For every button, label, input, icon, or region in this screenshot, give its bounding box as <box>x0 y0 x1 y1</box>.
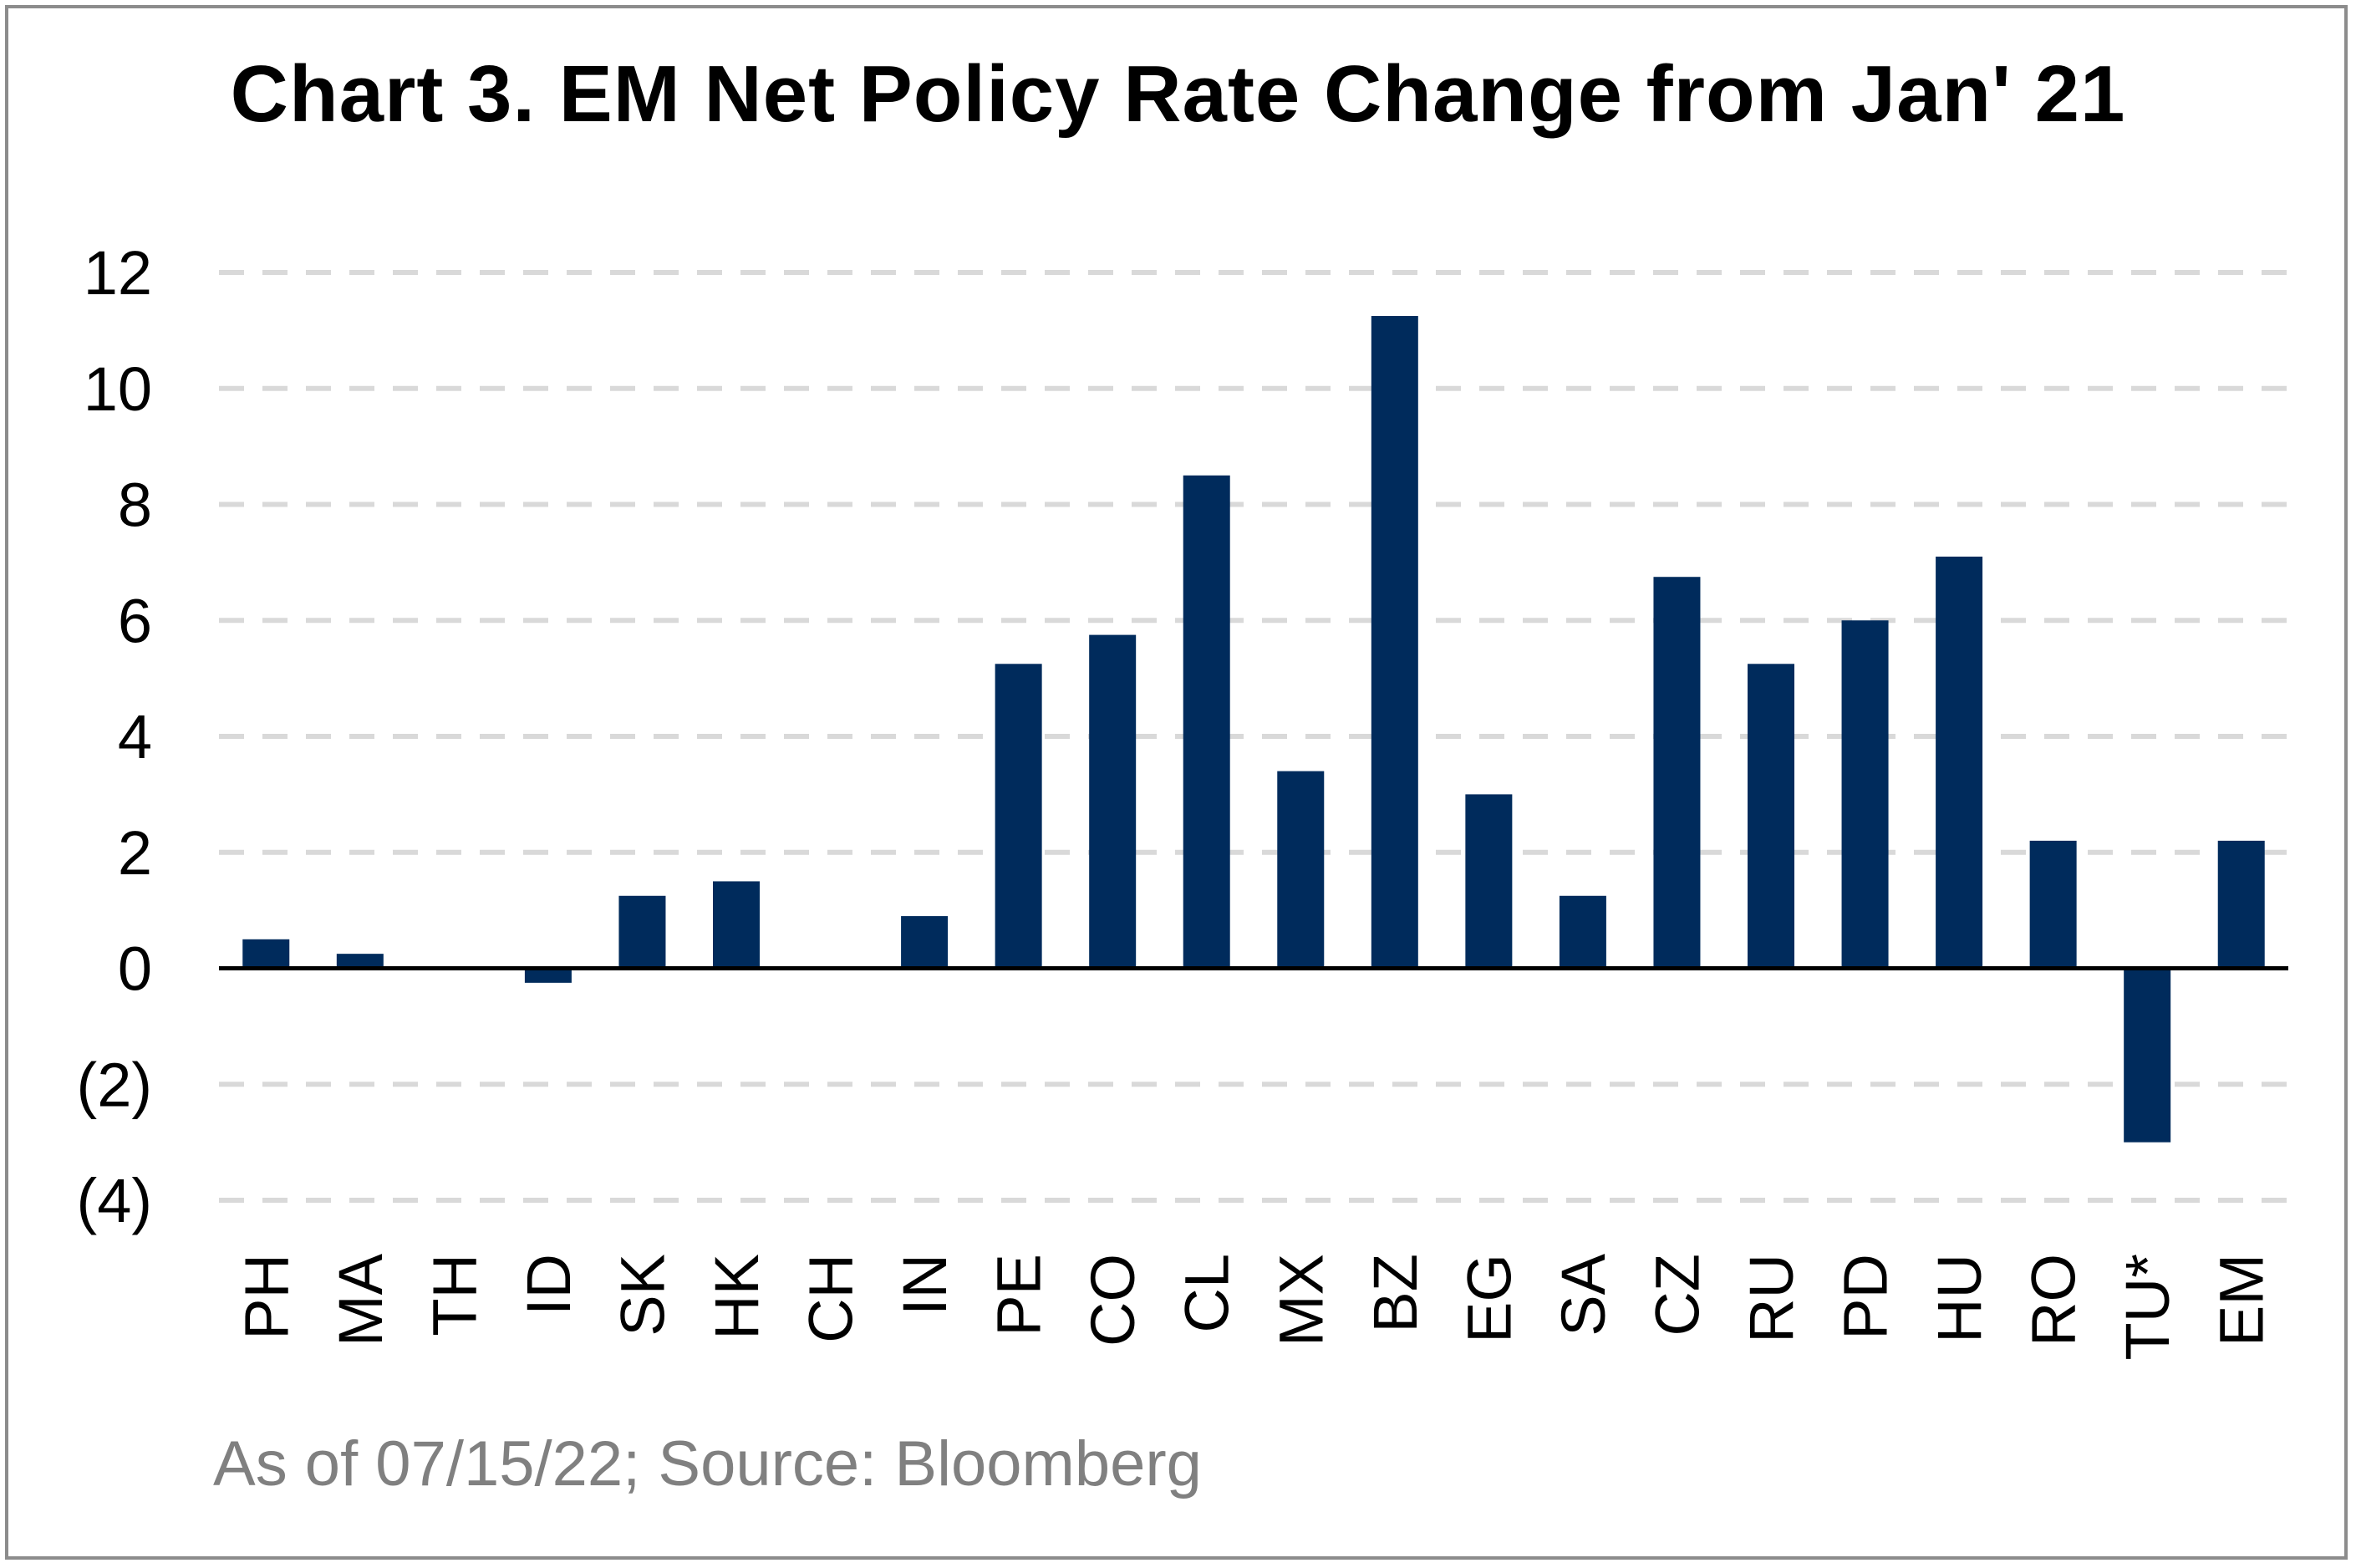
chart-title: Chart 3. EM Net Policy Rate Change from … <box>230 49 2126 139</box>
y-tick-label: 0 <box>118 934 152 1004</box>
x-tick-label: MA <box>326 1253 395 1347</box>
x-tick-label: CL <box>1173 1254 1242 1333</box>
y-tick-label: (2) <box>77 1050 152 1119</box>
x-tick-label: RO <box>2019 1254 2089 1347</box>
x-tick-label: PE <box>985 1254 1054 1336</box>
bar-in <box>901 916 949 969</box>
x-tick-label: BZ <box>1361 1254 1430 1333</box>
x-tick-label: EM <box>2207 1254 2277 1347</box>
bar-cl <box>1183 475 1230 969</box>
y-tick-label: 2 <box>118 818 152 888</box>
bars <box>242 316 2265 1143</box>
y-axis-ticks: 12 10 8 6 4 2 0 (2) (4) <box>77 238 152 1235</box>
bar-ma <box>336 954 384 969</box>
bar-sa <box>1559 895 1606 969</box>
bar-ru <box>1748 664 1794 969</box>
x-tick-label: HU <box>1925 1254 1994 1343</box>
x-tick-label: MX <box>1266 1254 1336 1347</box>
x-tick-label: SA <box>1549 1253 1618 1336</box>
y-tick-label: 10 <box>84 354 152 424</box>
bar-ph <box>242 939 290 969</box>
bar-hk <box>713 881 760 969</box>
bar-tu <box>2124 968 2171 1143</box>
bar-bz <box>1371 316 1418 969</box>
bar-sk <box>618 895 666 969</box>
y-tick-label: 8 <box>118 471 152 540</box>
bar-id <box>524 968 572 983</box>
x-axis-ticks: PH MA TH ID SK HK CH IN PE CO CL MX BZ EG SA CZ RU PD HU RO… <box>232 1253 2276 1360</box>
bar-pe <box>995 664 1042 969</box>
x-tick-label: ID <box>514 1254 583 1316</box>
source-note: As of 07/15/22; Source: Bloomberg <box>213 1428 1202 1499</box>
x-tick-label: RU <box>1737 1254 1806 1343</box>
bar-mx <box>1277 771 1325 969</box>
bar-cz <box>1653 577 1701 969</box>
y-tick-label: 4 <box>118 702 152 771</box>
x-tick-label: IN <box>890 1254 959 1316</box>
bar-em <box>2217 840 2265 969</box>
x-tick-label: PD <box>1831 1254 1901 1340</box>
x-tick-label: CH <box>796 1254 866 1343</box>
bar-co <box>1089 634 1137 969</box>
x-tick-label: SK <box>608 1254 677 1336</box>
x-tick-label: HK <box>702 1254 771 1340</box>
x-tick-label: PH <box>232 1254 301 1340</box>
x-tick-label: TH <box>420 1254 489 1336</box>
bar-hu <box>1936 556 1983 969</box>
y-tick-label: (4) <box>77 1166 152 1235</box>
y-tick-label: 6 <box>118 586 152 655</box>
x-tick-label: CZ <box>1642 1254 1712 1336</box>
bar-eg <box>1465 794 1513 969</box>
x-tick-label: EG <box>1454 1254 1524 1343</box>
x-tick-label: CO <box>1078 1254 1147 1347</box>
y-tick-label: 12 <box>84 238 152 308</box>
x-tick-label: TU* <box>2113 1254 2182 1360</box>
bar-ro <box>2029 840 2077 969</box>
bar-pd <box>1841 620 1889 969</box>
